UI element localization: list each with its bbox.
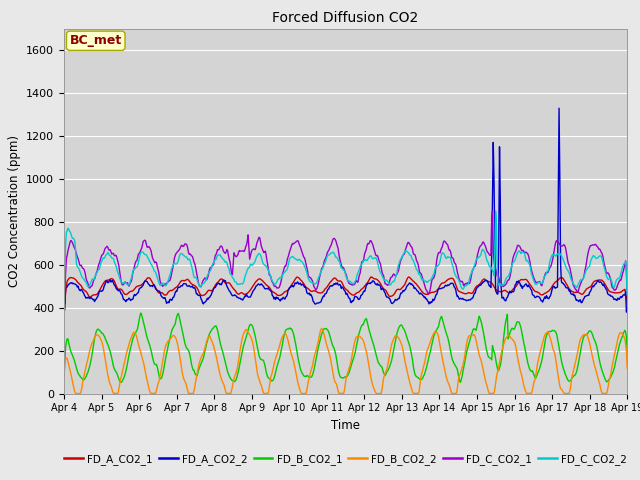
- FD_B_CO2_2: [318, 326, 326, 332]
- FD_B_CO2_2: [70, 386, 78, 392]
- FD_C_CO2_2: [623, 292, 631, 298]
- Y-axis label: CO2 Concentration (ppm): CO2 Concentration (ppm): [8, 135, 20, 287]
- FD_B_CO2_1: [431, 329, 439, 335]
- FD_A_CO2_2: [215, 280, 223, 286]
- Text: BC_met: BC_met: [70, 34, 122, 47]
- FD_C_CO2_2: [70, 237, 78, 242]
- Title: Forced Diffusion CO2: Forced Diffusion CO2: [273, 11, 419, 25]
- FD_C_CO2_1: [186, 252, 193, 257]
- FD_B_CO2_1: [623, 350, 631, 356]
- FD_A_CO2_2: [623, 309, 631, 315]
- FD_C_CO2_2: [128, 272, 136, 278]
- FD_A_CO2_2: [414, 288, 422, 294]
- Line: FD_C_CO2_1: FD_C_CO2_1: [64, 211, 627, 312]
- FD_A_CO2_1: [215, 278, 223, 284]
- FD_C_CO2_2: [60, 309, 68, 315]
- FD_B_CO2_1: [60, 372, 68, 378]
- FD_C_CO2_1: [70, 244, 78, 250]
- FD_B_CO2_1: [415, 376, 422, 382]
- FD_B_CO2_2: [60, 373, 68, 379]
- FD_A_CO2_1: [623, 300, 631, 306]
- FD_A_CO2_2: [556, 105, 563, 111]
- FD_C_CO2_1: [488, 208, 496, 214]
- FD_C_CO2_1: [431, 273, 438, 279]
- FD_B_CO2_2: [374, 391, 381, 396]
- FD_A_CO2_2: [60, 309, 68, 315]
- FD_C_CO2_1: [623, 291, 631, 297]
- FD_B_CO2_1: [186, 353, 194, 359]
- Line: FD_B_CO2_1: FD_B_CO2_1: [64, 313, 627, 383]
- FD_B_CO2_1: [456, 380, 464, 385]
- Line: FD_A_CO2_2: FD_A_CO2_2: [64, 108, 627, 312]
- FD_B_CO2_1: [137, 310, 145, 316]
- FD_B_CO2_2: [432, 329, 440, 335]
- FD_A_CO2_1: [128, 288, 136, 294]
- FD_B_CO2_2: [186, 391, 193, 396]
- FD_B_CO2_2: [416, 384, 424, 390]
- FD_C_CO2_2: [186, 256, 193, 262]
- Line: FD_A_CO2_1: FD_A_CO2_1: [64, 277, 627, 303]
- FD_A_CO2_2: [186, 283, 193, 288]
- FD_B_CO2_1: [216, 338, 224, 344]
- FD_A_CO2_1: [415, 284, 422, 290]
- FD_B_CO2_2: [215, 367, 223, 373]
- FD_C_CO2_1: [215, 247, 223, 252]
- FD_A_CO2_2: [128, 297, 136, 302]
- Legend: FD_A_CO2_1, FD_A_CO2_2, FD_B_CO2_1, FD_B_CO2_2, FD_C_CO2_1, FD_C_CO2_2: FD_A_CO2_1, FD_A_CO2_2, FD_B_CO2_1, FD_B…: [60, 450, 631, 469]
- FD_B_CO2_2: [128, 332, 136, 338]
- FD_A_CO2_1: [70, 276, 78, 281]
- Line: FD_C_CO2_2: FD_C_CO2_2: [64, 211, 627, 312]
- FD_A_CO2_1: [431, 288, 439, 294]
- FD_C_CO2_1: [128, 274, 136, 280]
- FD_C_CO2_2: [431, 269, 438, 275]
- FD_A_CO2_2: [70, 281, 78, 287]
- FD_A_CO2_2: [431, 296, 438, 302]
- FD_C_CO2_2: [215, 252, 223, 258]
- FD_B_CO2_1: [128, 338, 136, 344]
- FD_C_CO2_2: [492, 208, 499, 214]
- FD_A_CO2_1: [367, 274, 375, 280]
- FD_C_CO2_2: [414, 269, 422, 275]
- X-axis label: Time: Time: [331, 419, 360, 432]
- FD_B_CO2_1: [70, 357, 78, 363]
- FD_A_CO2_1: [186, 278, 193, 284]
- FD_A_CO2_1: [60, 300, 68, 306]
- FD_B_CO2_2: [623, 365, 631, 371]
- Line: FD_B_CO2_2: FD_B_CO2_2: [64, 329, 627, 394]
- FD_C_CO2_1: [60, 309, 68, 315]
- FD_C_CO2_1: [414, 261, 422, 267]
